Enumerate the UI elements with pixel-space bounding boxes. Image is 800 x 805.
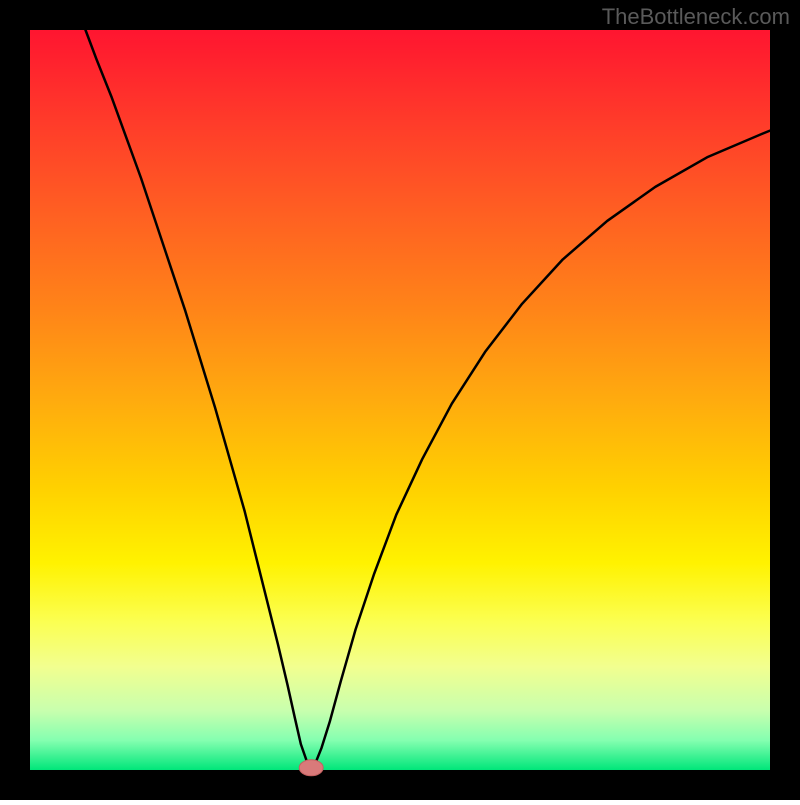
- chart-container: TheBottleneck.com: [0, 0, 800, 800]
- bottleneck-chart: [0, 0, 800, 800]
- watermark-text: TheBottleneck.com: [602, 4, 790, 30]
